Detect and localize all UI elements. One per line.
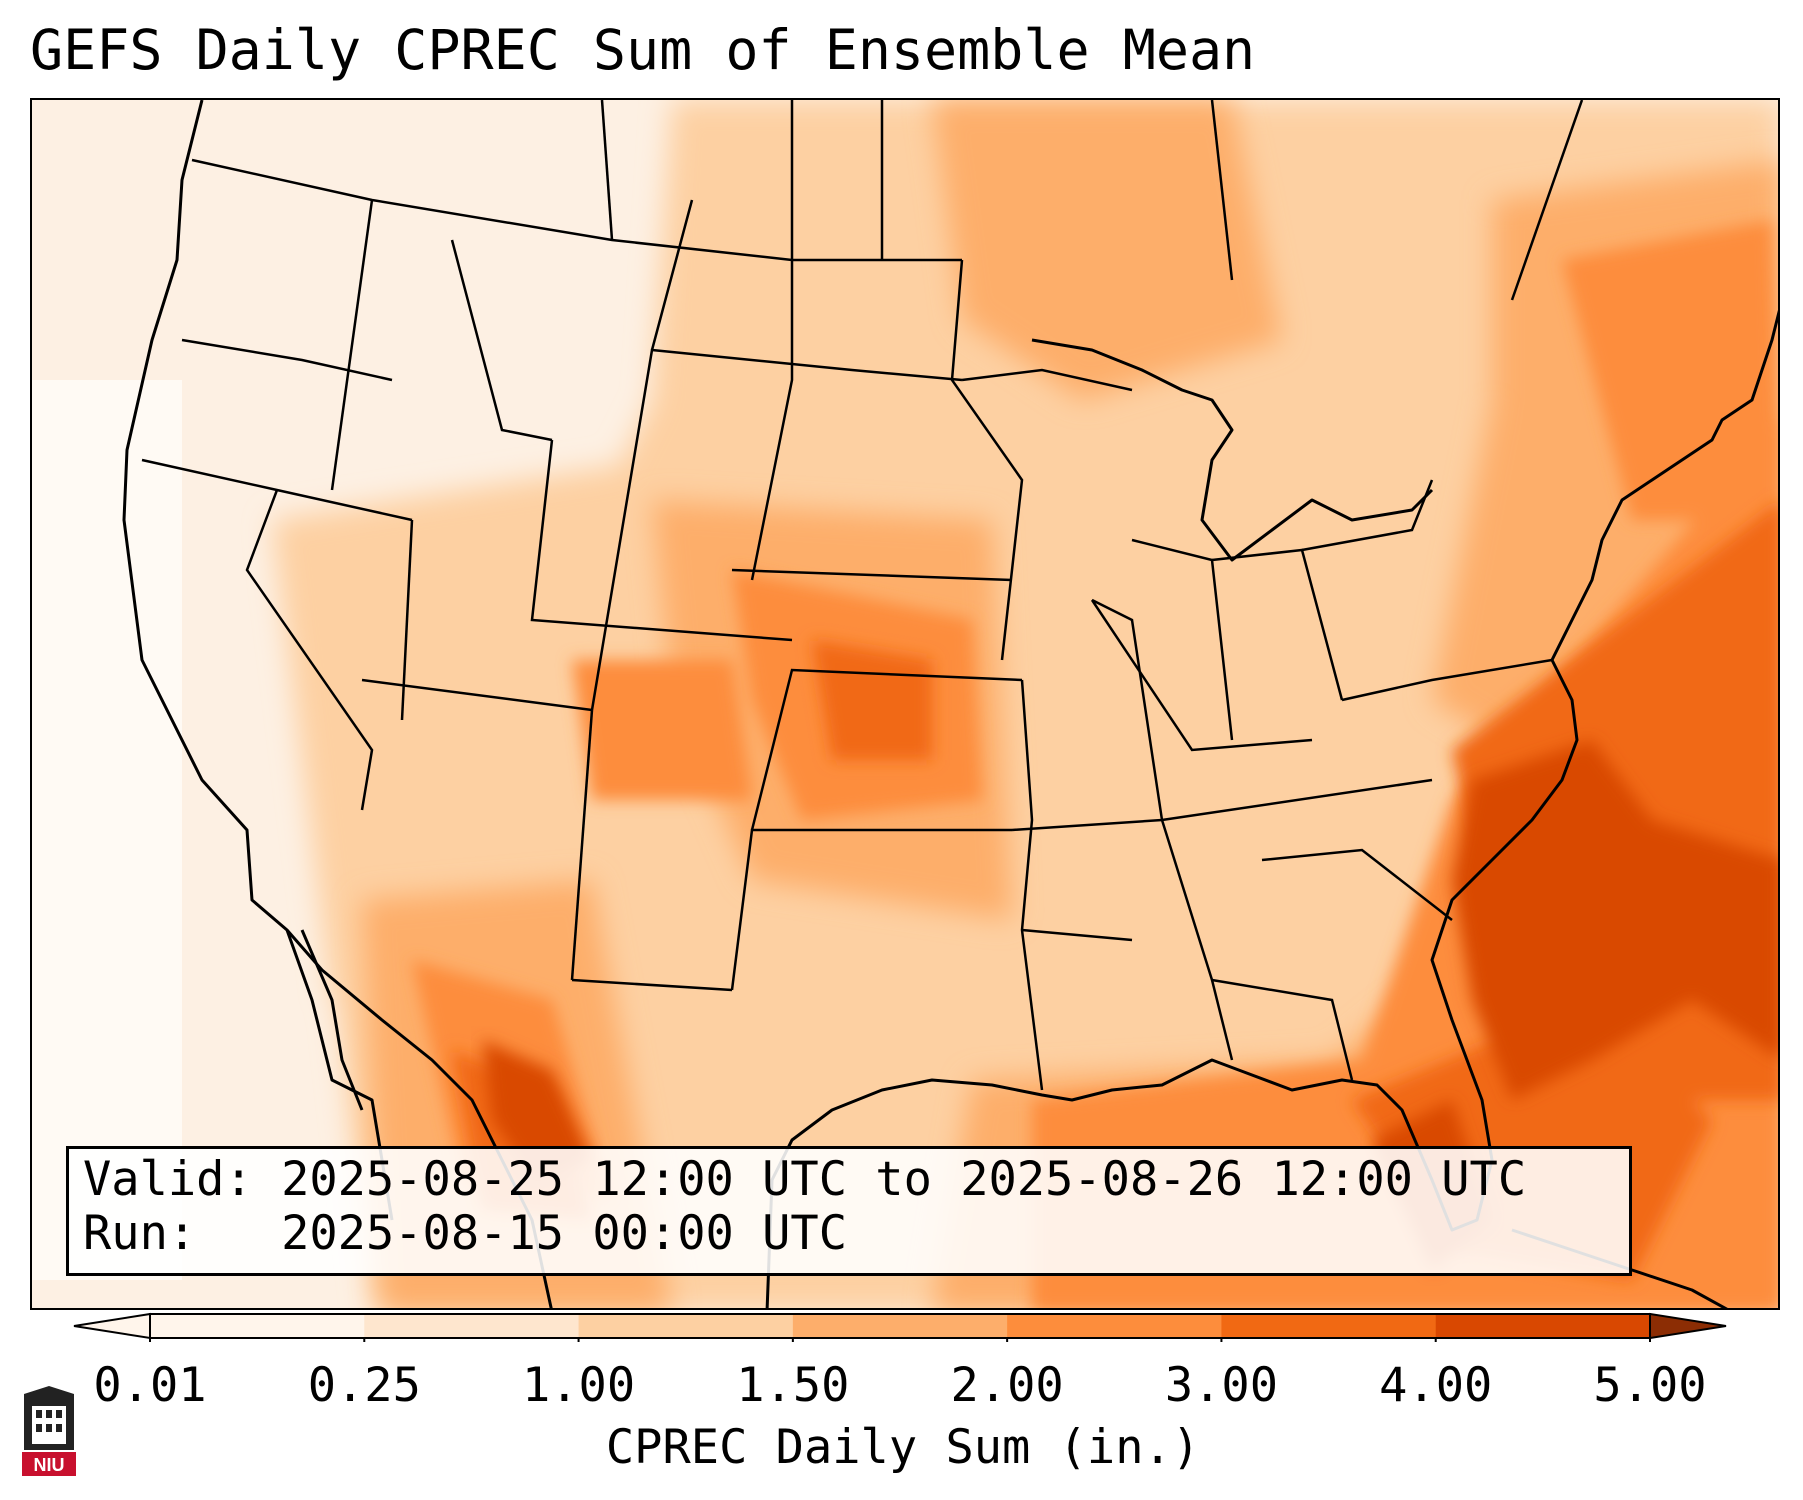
colorbar-tick-label: 1.50 [736, 1358, 850, 1413]
gulf-coast [765, 309, 1778, 1308]
colorbar-tick-label: 2.00 [950, 1358, 1064, 1413]
colorbar-tick-label: 4.00 [1379, 1358, 1493, 1413]
colorbar-extend-max [1649, 1312, 1727, 1340]
precipitation-map [30, 98, 1780, 1310]
run-label: Run: [83, 1206, 197, 1261]
colorbar-segment [792, 1314, 1008, 1338]
colorbar-segment [1435, 1314, 1651, 1338]
colorbar-label: CPREC Daily Sum (in.) [605, 1420, 1201, 1475]
colorbar-tick-label: 1.00 [521, 1358, 636, 1413]
colorbar-border [149, 1313, 1651, 1339]
colorbar-segment [364, 1314, 580, 1338]
pacific-white [32, 380, 182, 1280]
niu-logo: NIU [22, 1386, 76, 1476]
colorbar-segment [578, 1314, 794, 1338]
colorbar-segment [1221, 1314, 1437, 1338]
colorbar-tick-label: 0.01 [93, 1358, 207, 1413]
baja [300, 929, 364, 1111]
colorbar-tick-label: 5.00 [1593, 1358, 1707, 1413]
colorbar-tick-label: 3.00 [1164, 1358, 1279, 1413]
great-lakes [1031, 338, 1434, 562]
chart-title: GEFS Daily CPREC Sum of Ensemble Mean [30, 18, 1256, 82]
valid-run-info: Valid: 2025-08-25 12:00 UTC to 2025-08-2… [66, 1146, 1632, 1276]
colorbar-tick-label: 0.25 [307, 1358, 421, 1413]
run-value: 2025-08-15 00:00 UTC [281, 1206, 848, 1261]
colorbar-segment [150, 1314, 365, 1338]
valid-value: 2025-08-25 12:00 UTC to 2025-08-26 12:00… [281, 1152, 1527, 1207]
state-borders [141, 100, 1584, 1091]
colorbar [73, 1312, 1727, 1342]
valid-label: Valid: [83, 1152, 253, 1207]
logo-text: NIU [34, 1455, 65, 1475]
colorbar-extend-min [73, 1312, 151, 1340]
colorbar-segment [1007, 1314, 1222, 1338]
